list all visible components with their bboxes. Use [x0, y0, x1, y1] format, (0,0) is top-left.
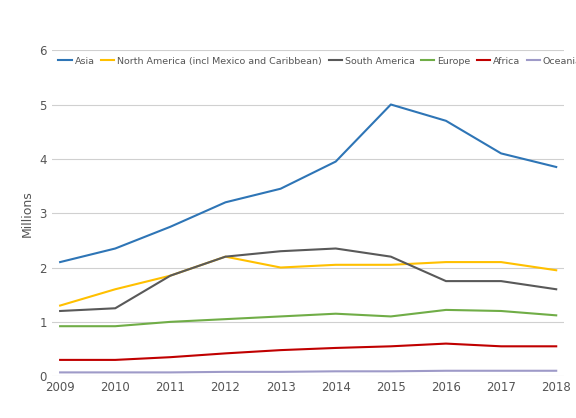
Africa [167, 354, 174, 359]
Europe [442, 307, 449, 312]
Africa [442, 341, 449, 346]
South America [277, 249, 284, 254]
Africa [277, 348, 284, 353]
Line: South America: South America [60, 248, 556, 311]
North America (incl Mexico and Caribbean) [332, 263, 339, 268]
South America [332, 246, 339, 251]
South America [167, 273, 174, 278]
North America (incl Mexico and Caribbean) [498, 260, 505, 265]
North America (incl Mexico and Caribbean) [56, 303, 63, 308]
North America (incl Mexico and Caribbean) [167, 273, 174, 278]
Line: Europe: Europe [60, 310, 556, 326]
Asia [332, 159, 339, 164]
South America [222, 254, 229, 259]
Europe [553, 313, 560, 318]
Europe [388, 314, 395, 319]
South America [56, 308, 63, 314]
Europe [112, 324, 119, 329]
Asia [553, 165, 560, 170]
Oceania [498, 368, 505, 373]
North America (incl Mexico and Caribbean) [277, 265, 284, 270]
Europe [332, 311, 339, 316]
Europe [277, 314, 284, 319]
Asia [222, 200, 229, 205]
Asia [498, 151, 505, 156]
Asia [112, 246, 119, 251]
Oceania [442, 368, 449, 373]
Oceania [167, 370, 174, 375]
Europe [56, 324, 63, 329]
South America [442, 279, 449, 284]
Legend: Asia, North America (incl Mexico and Caribbean), South America, Europe, Africa, : Asia, North America (incl Mexico and Car… [56, 55, 576, 68]
Oceania [222, 370, 229, 375]
Africa [388, 344, 395, 349]
North America (incl Mexico and Caribbean) [553, 268, 560, 273]
Asia [167, 224, 174, 229]
Africa [56, 357, 63, 362]
Asia [277, 186, 284, 191]
South America [112, 306, 119, 311]
North America (incl Mexico and Caribbean) [388, 263, 395, 268]
Oceania [332, 369, 339, 374]
Oceania [56, 370, 63, 375]
Africa [498, 344, 505, 349]
Oceania [553, 368, 560, 373]
Line: Oceania: Oceania [60, 371, 556, 372]
Oceania [388, 369, 395, 374]
Asia [442, 118, 449, 123]
Europe [222, 317, 229, 322]
North America (incl Mexico and Caribbean) [222, 254, 229, 259]
Asia [388, 102, 395, 107]
Line: Asia: Asia [60, 104, 556, 262]
South America [553, 287, 560, 292]
South America [498, 279, 505, 284]
South America [388, 254, 395, 259]
North America (incl Mexico and Caribbean) [442, 260, 449, 265]
Asia [56, 260, 63, 265]
Europe [167, 319, 174, 324]
Africa [112, 357, 119, 362]
Y-axis label: Millions: Millions [21, 190, 34, 237]
North America (incl Mexico and Caribbean) [112, 287, 119, 292]
Oceania [277, 370, 284, 375]
Oceania [112, 370, 119, 375]
Africa [332, 345, 339, 350]
Africa [222, 351, 229, 356]
Line: North America (incl Mexico and Caribbean): North America (incl Mexico and Caribbean… [60, 257, 556, 306]
Line: Africa: Africa [60, 344, 556, 360]
Africa [553, 344, 560, 349]
Europe [498, 308, 505, 314]
